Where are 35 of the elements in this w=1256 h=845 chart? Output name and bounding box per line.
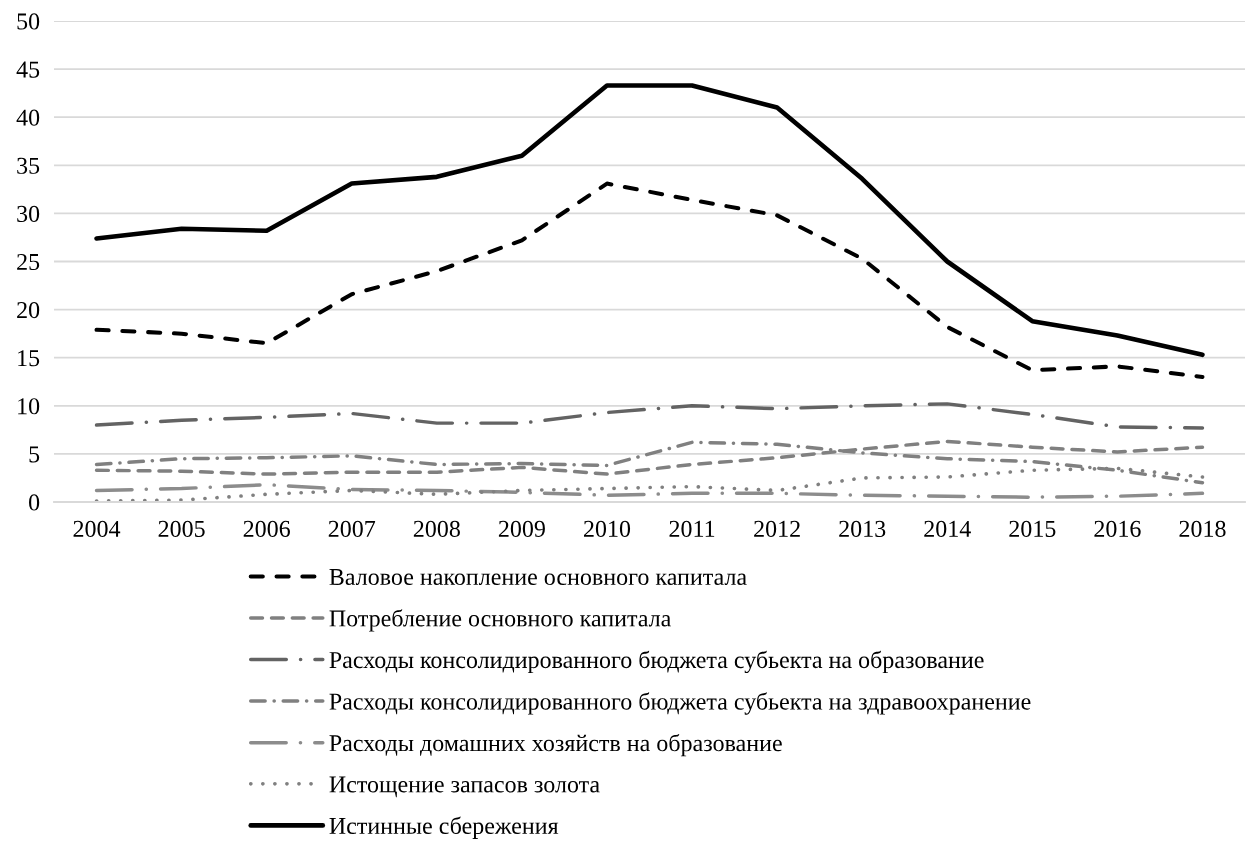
legend-label: Истощение запасов золота [329,776,600,798]
x-tick-label: 2007 [328,520,376,537]
x-tick-label: 2013 [839,520,886,537]
x-tick-label: 2014 [924,520,971,537]
y-tick-label: 0 [29,494,40,511]
y-tick-label: 20 [17,301,40,319]
y-tick-label: 30 [17,205,40,222]
y-tick-label: 40 [16,109,40,126]
y-tick-label: 10 [18,398,40,415]
line-series [94,83,1205,358]
y-tick-label: 15 [18,350,40,367]
x-tick-label: 2004 [73,520,121,537]
y-tick-label: 25 [17,253,40,271]
y-tick-label: 45 [16,61,40,78]
legend-label: Валовое накопление основного капитала [329,569,747,586]
line-series [94,181,1205,379]
x-tick-label: 2008 [413,520,460,537]
legend-label: Истинные сбережения [329,816,559,839]
y-tick-label: 5 [29,446,40,463]
legend-label: Потребление основного капитала [329,609,671,632]
line-series [94,402,1205,430]
x-tick-label: 2018 [1179,520,1226,537]
x-tick-label: 2015 [1009,520,1056,537]
x-tick-label: 2010 [583,520,631,537]
y-tick-label: 35 [17,157,40,174]
y-tick-label: 50 [17,13,40,30]
x-tick-label: 2009 [498,520,545,537]
x-tick-label: 2016 [1094,520,1141,537]
legend-label: Расходы домашних хозяйств на образование [329,733,782,757]
x-tick-label: 2005 [158,520,205,537]
x-tick-label: 2011 [669,520,715,537]
legend-label: Расходы консолидированного бюджета субьекта на образование [329,650,984,674]
legend-label: Расходы консолидированного бюджета субьекта на здравоохранение [329,692,1031,715]
x-tick-label: 2012 [754,520,800,537]
x-tick-label: 2006 [243,520,290,537]
